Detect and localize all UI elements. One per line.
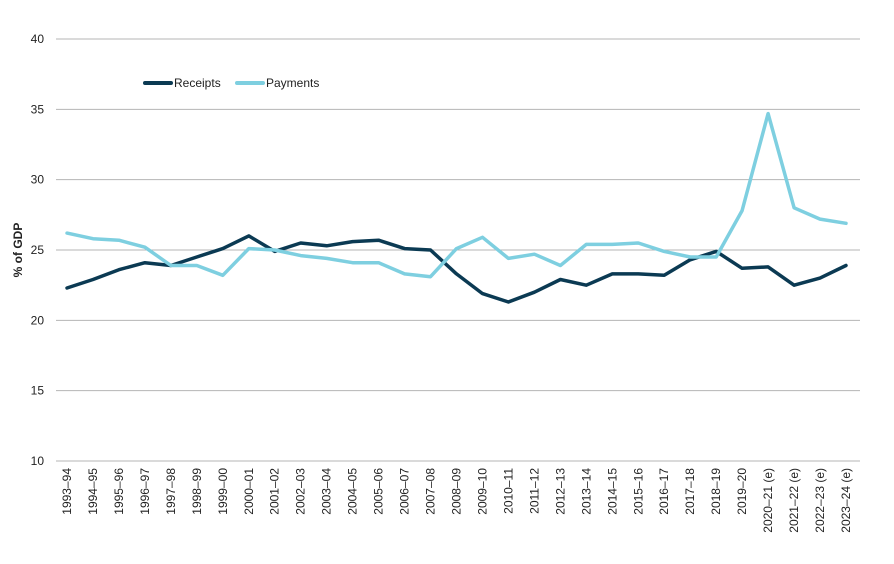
legend-label-payments: Payments [266,76,319,90]
x-tick-label: 2016–17 [657,468,671,515]
x-tick-label: 2000–01 [242,468,256,515]
x-tick-label: 2002–03 [294,468,308,515]
x-tick-label: 2004–05 [346,468,360,515]
series-line-payments [65,111,848,279]
x-tick-label: 2009–10 [475,468,489,515]
x-tick-label: 2013–14 [579,468,593,515]
x-tick-label: 1997–98 [164,468,178,515]
series-lines [65,111,848,304]
x-tick-label: 2018–19 [709,468,723,515]
y-tick-label: 30 [31,173,45,187]
legend-label-receipts: Receipts [174,76,221,90]
x-tick-label: 2012–13 [553,468,567,515]
x-tick-label: 2014–15 [605,468,619,515]
legend: Receipts Payments [143,76,319,90]
x-tick-label: 1999–00 [216,468,230,515]
gridlines [56,38,860,462]
x-tick-label: 2006–07 [398,468,412,515]
x-tick-label: 2020–21 (e) [761,468,775,533]
x-tick-label: 2010–11 [501,468,515,514]
x-tick-label: 1993–94 [60,468,74,515]
x-tick-label: 2015–16 [631,468,645,515]
x-tick-label: 2011–12 [527,468,541,514]
x-tick-label: 2021–22 (e) [787,468,801,533]
x-tick-label: 2017–18 [683,468,697,515]
x-tick-label: 2008–09 [450,468,464,515]
x-tick-label: 1994–95 [86,468,100,515]
y-tick-label: 35 [31,102,45,116]
x-tick-label: 2005–06 [372,468,386,515]
x-tick-label: 2022–23 (e) [813,468,827,533]
y-tick-label: 15 [31,384,45,398]
x-axis-ticks: 1993–94 1994–95 1995–96 1996–97 1997–98 1998–… [60,468,853,533]
x-tick-label: 2019–20 [735,468,749,515]
y-tick-label: 25 [31,243,45,257]
x-tick-label: 1995–96 [112,468,126,515]
y-axis-ticks: 10 15 20 25 30 35 40 [31,32,45,468]
x-tick-label: 2023–24 (e) [839,468,853,533]
y-tick-label: 40 [31,32,45,46]
x-tick-label: 1996–97 [138,468,152,515]
series-line-receipts [65,234,848,304]
x-tick-label: 2003–04 [320,468,334,515]
y-tick-label: 10 [31,454,45,468]
x-tick-label: 2001–02 [268,468,282,515]
y-tick-label: 20 [31,313,45,327]
x-tick-label: 1998–99 [190,468,204,515]
x-tick-label: 2007–08 [424,468,438,515]
y-axis-title: % of GDP [11,223,25,278]
